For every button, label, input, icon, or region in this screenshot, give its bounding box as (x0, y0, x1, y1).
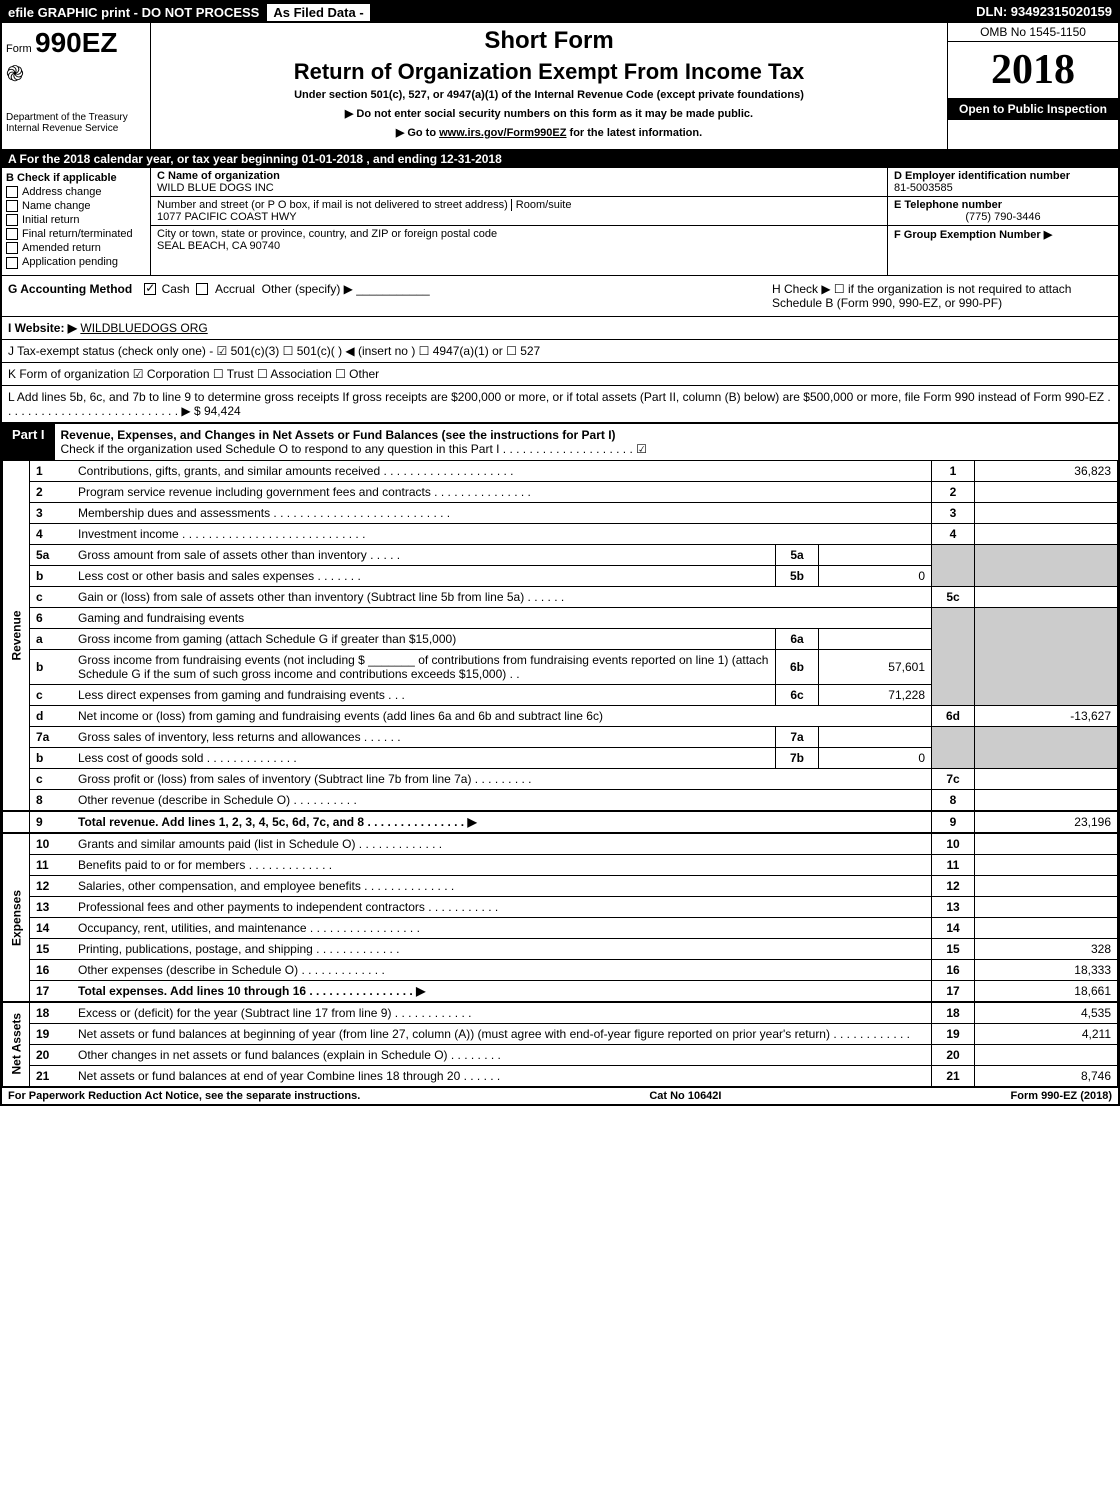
form-prefix: Form (6, 43, 32, 55)
line-7c-value (975, 768, 1118, 789)
line-11-value (975, 854, 1118, 875)
netassets-side-label: Net Assets (3, 1002, 30, 1087)
section-b: B Check if applicable Address change Nam… (2, 168, 151, 275)
line-3-value (975, 502, 1118, 523)
irs-seal-icon: ֎ (6, 59, 146, 88)
line-17-value: 18,661 (975, 980, 1118, 1002)
header-center: Short Form Return of Organization Exempt… (151, 23, 947, 149)
section-b-title: B Check if applicable (6, 172, 117, 184)
org-city: SEAL BEACH, CA 90740 (157, 240, 881, 252)
c-addr-label: Number and street (or P O box, if mail i… (157, 199, 508, 211)
form-number: 990EZ (35, 27, 118, 58)
checkbox-cash[interactable] (144, 283, 156, 295)
website-link[interactable]: WILDBLUEDOGS ORG (80, 321, 207, 335)
line-18-value: 4,535 (975, 1002, 1118, 1024)
line-6a-value (819, 628, 932, 649)
omb-number: OMB No 1545-1150 (948, 23, 1118, 42)
section-def: D Employer identification number 81-5003… (887, 168, 1118, 275)
line-6d-value: -13,627 (975, 705, 1118, 726)
part1-header: Part I Revenue, Expenses, and Changes in… (2, 423, 1118, 460)
part1-label: Part I (2, 423, 55, 460)
line-1-value: 36,823 (975, 460, 1118, 481)
line-12-value (975, 875, 1118, 896)
revenue-side-label: Revenue (3, 460, 30, 811)
row-a: A For the 2018 calendar year, or tax yea… (2, 150, 1118, 168)
footer-left: For Paperwork Reduction Act Notice, see … (8, 1090, 360, 1102)
line-6b-value: 57,601 (819, 649, 932, 684)
gh-row: G Accounting Method Cash Accrual Other (… (2, 276, 1118, 317)
org-name: WILD BLUE DOGS INC (157, 182, 881, 194)
org-address: 1077 PACIFIC COAST HWY (157, 211, 881, 223)
irs-link[interactable]: www.irs.gov/Form990EZ (439, 127, 566, 139)
header-row: Form 990EZ ֎ Department of the Treasury … (2, 23, 1118, 150)
open-inspection: Open to Public Inspection (948, 98, 1118, 120)
info-grid: B Check if applicable Address change Nam… (2, 168, 1118, 276)
website-row: I Website: ▶ WILDBLUEDOGS ORG (2, 317, 1118, 340)
i-label: I Website: ▶ (8, 321, 77, 335)
g-label: G Accounting Method (8, 282, 132, 296)
line-20-value (975, 1044, 1118, 1065)
line-13-value (975, 896, 1118, 917)
dept-text: Department of the Treasury (6, 112, 146, 123)
line-2-value (975, 481, 1118, 502)
k-row: K Form of organization ☑ Corporation ☐ T… (2, 363, 1118, 386)
checkbox-initial-return[interactable] (6, 214, 18, 226)
l-value: $ 94,424 (194, 404, 241, 418)
line-21-value: 8,746 (975, 1065, 1118, 1086)
h-text: H Check ▶ ☐ if the organization is not r… (772, 282, 1112, 310)
top-bar: efile GRAPHIC print - DO NOT PROCESS As … (2, 2, 1118, 23)
line-5b-value: 0 (819, 565, 932, 586)
line-4-value (975, 523, 1118, 544)
checkbox-accrual[interactable] (196, 283, 208, 295)
dln-text: DLN: 93492315020159 (976, 4, 1112, 21)
short-form-title: Short Form (155, 27, 943, 55)
line-7a-value (819, 726, 932, 747)
line-7b-value: 0 (819, 747, 932, 768)
d-label: D Employer identification number (894, 170, 1070, 182)
checkbox-address-change[interactable] (6, 186, 18, 198)
c-room-label: Room/suite (511, 199, 572, 211)
line-19-value: 4,211 (975, 1023, 1118, 1044)
checkbox-amended-return[interactable] (6, 242, 18, 254)
line-14-value (975, 917, 1118, 938)
checkbox-final-return[interactable] (6, 228, 18, 240)
irs-text: Internal Revenue Service (6, 123, 146, 134)
as-filed-box: As Filed Data - (267, 4, 369, 21)
expenses-side-label: Expenses (3, 833, 30, 1002)
line-8-value (975, 789, 1118, 811)
efile-text: efile GRAPHIC print - DO NOT PROCESS (8, 5, 259, 20)
part1-table: Revenue 1 Contributions, gifts, grants, … (2, 460, 1118, 1087)
f-label: F Group Exemption Number ▶ (894, 229, 1052, 241)
checkbox-name-change[interactable] (6, 200, 18, 212)
line-9-value: 23,196 (975, 811, 1118, 833)
return-title: Return of Organization Exempt From Incom… (155, 59, 943, 85)
header-right: OMB No 1545-1150 2018 Open to Public Ins… (947, 23, 1118, 149)
tax-exempt-row: J Tax-exempt status (check only one) - ☑… (2, 340, 1118, 363)
e-label: E Telephone number (894, 199, 1002, 211)
ein-value: 81-5003585 (894, 182, 953, 194)
line-16-value: 18,333 (975, 959, 1118, 980)
checkbox-application-pending[interactable] (6, 257, 18, 269)
line-5c-value (975, 586, 1118, 607)
l-row: L Add lines 5b, 6c, and 7b to line 9 to … (2, 386, 1118, 423)
line-10-value (975, 833, 1118, 855)
line-6c-value: 71,228 (819, 684, 932, 705)
warning-line: ▶ Do not enter social security numbers o… (155, 107, 943, 120)
tax-year: 2018 (948, 42, 1118, 98)
phone-value: (775) 790-3446 (894, 211, 1112, 223)
part1-desc: Revenue, Expenses, and Changes in Net As… (55, 423, 1118, 460)
c-city-label: City or town, state or province, country… (157, 228, 881, 240)
goto-line: ▶ Go to www.irs.gov/Form990EZ for the la… (155, 126, 943, 139)
l-text: L Add lines 5b, 6c, and 7b to line 9 to … (8, 390, 1111, 418)
section-c: C Name of organization WILD BLUE DOGS IN… (151, 168, 887, 275)
under-section: Under section 501(c), 527, or 4947(a)(1)… (155, 89, 943, 101)
c-name-label: C Name of organization (157, 170, 280, 182)
footer-right: Form 990-EZ (2018) (1011, 1090, 1112, 1102)
header-left: Form 990EZ ֎ Department of the Treasury … (2, 23, 151, 149)
form-990ez: efile GRAPHIC print - DO NOT PROCESS As … (0, 0, 1120, 1106)
footer-row: For Paperwork Reduction Act Notice, see … (2, 1087, 1118, 1104)
line-5a-value (819, 544, 932, 565)
footer-center: Cat No 10642I (649, 1090, 721, 1102)
line-15-value: 328 (975, 938, 1118, 959)
